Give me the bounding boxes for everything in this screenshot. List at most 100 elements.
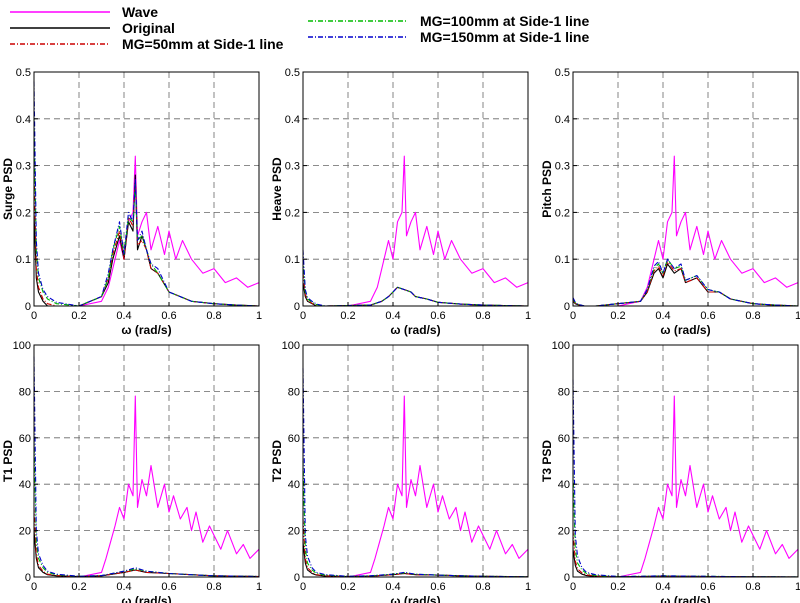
chart-panel-t2: 0 0.2 0.4 0.6 0.8 1 0 20 40 60 80 100 ω (rad/s) T2 PS… <box>270 340 531 603</box>
y-tick-label: 20 <box>19 526 31 538</box>
x-axis-label: ω (rad/s) <box>390 594 440 603</box>
x-tick-label: 0 <box>300 310 306 322</box>
legend-label: MG=50mm at Side-1 line <box>122 36 284 52</box>
y-tick-label: 60 <box>288 433 300 445</box>
series-line-mg-50mm-at-side-1-line <box>302 273 529 307</box>
x-tick-label: 0.8 <box>475 581 490 593</box>
x-tick-label: 1 <box>525 310 531 322</box>
y-tick-label: 0.3 <box>16 161 31 173</box>
chart-panel-t3: 0 0.2 0.4 0.6 0.8 1 0 20 40 60 80 100 ω (rad/s) T3 PS… <box>540 340 800 603</box>
plot-frame <box>302 344 529 578</box>
x-tick-label: 0.2 <box>71 581 86 593</box>
x-axis-label: ω (rad/s) <box>660 323 710 337</box>
y-tick-label: 0 <box>294 301 300 313</box>
y-tick-label: 0 <box>25 301 31 313</box>
series-line-wave <box>573 155 799 307</box>
legend-entry: MG=100mm at Side-1 line <box>308 13 589 29</box>
chart-panel-heave: 0 0.2 0.4 0.6 0.8 1 0 0.1 0.2 0.3 0.4 0.5 ω (rad/s) H… <box>270 67 531 337</box>
y-axis-label: T2 PSD <box>270 440 284 482</box>
plot-frame <box>302 71 529 307</box>
x-tick-label: 0 <box>300 581 306 593</box>
x-tick-label: 0.8 <box>745 581 760 593</box>
y-tick-label: 0 <box>25 572 31 584</box>
y-axis-label: Surge PSD <box>1 158 15 220</box>
y-tick-label: 100 <box>282 340 300 352</box>
y-tick-label: 0.4 <box>555 114 570 126</box>
plot-frame <box>572 71 799 307</box>
x-tick-label: 1 <box>525 581 531 593</box>
chart-panel-surge: 0 0.2 0.4 0.6 0.8 1 0 0.1 0.2 0.3 0.4 0.5 ω (rad/s) S… <box>1 67 262 337</box>
x-tick-label: 0.8 <box>206 310 221 322</box>
series-line-mg-150mm-at-side-1-line <box>572 258 799 307</box>
x-tick-label: 0.2 <box>610 310 625 322</box>
chart-panels: 0 0.2 0.4 0.6 0.8 1 0 0.1 0.2 0.3 0.4 0.5 ω (rad/s) S… <box>1 67 800 603</box>
x-tick-label: 0.2 <box>340 310 355 322</box>
y-axis-label: Heave PSD <box>270 157 284 221</box>
legend-entry: Original <box>10 20 175 36</box>
y-tick-label: 100 <box>552 340 570 352</box>
plot-area <box>303 72 528 306</box>
series-line-wave <box>34 155 260 307</box>
series-line-wave <box>573 395 799 578</box>
y-tick-label: 0.5 <box>555 67 570 79</box>
y-tick-label: 40 <box>288 479 300 491</box>
plot-area <box>34 345 259 577</box>
x-tick-label: 0.2 <box>71 310 86 322</box>
series-line-wave <box>303 155 529 307</box>
series-line-wave <box>303 395 529 578</box>
x-tick-label: 0.4 <box>655 310 670 322</box>
legend-label: Wave <box>122 4 158 20</box>
x-axis-label: ω (rad/s) <box>121 323 171 337</box>
x-tick-label: 1 <box>256 310 262 322</box>
x-tick-label: 0.8 <box>745 310 760 322</box>
x-tick-label: 0.8 <box>475 310 490 322</box>
series-line-mg-50mm-at-side-1-line <box>33 507 260 578</box>
y-tick-label: 40 <box>558 479 570 491</box>
plot-frame <box>572 344 799 578</box>
x-tick-label: 0.6 <box>161 581 176 593</box>
y-tick-label: 0.4 <box>285 114 300 126</box>
y-tick-label: 0.2 <box>16 207 31 219</box>
legend-entry: MG=50mm at Side-1 line <box>10 36 284 52</box>
plot-area <box>303 345 528 577</box>
y-tick-label: 0.1 <box>285 254 300 266</box>
plot-frame <box>33 344 260 578</box>
y-axis-label: Pitch PSD <box>540 160 554 218</box>
x-tick-label: 1 <box>795 581 800 593</box>
y-tick-label: 0 <box>564 301 570 313</box>
y-tick-label: 0.5 <box>16 67 31 79</box>
y-tick-label: 100 <box>13 340 31 352</box>
x-tick-label: 1 <box>256 581 262 593</box>
chart-panel-t1: 0 0.2 0.4 0.6 0.8 1 0 20 40 60 80 100 ω (rad/s) T1 PS… <box>1 340 262 603</box>
series-line-mg-150mm-at-side-1-line <box>33 81 260 307</box>
x-tick-label: 0.2 <box>340 581 355 593</box>
x-tick-label: 0 <box>570 581 576 593</box>
y-tick-label: 0.1 <box>555 254 570 266</box>
y-tick-label: 80 <box>288 386 300 398</box>
chart-panel-pitch: 0 0.2 0.4 0.6 0.8 1 0 0.1 0.2 0.3 0.4 0.5 ω (rad/s) P… <box>540 67 800 337</box>
x-tick-label: 0 <box>31 310 37 322</box>
series-line-mg-50mm-at-side-1-line <box>33 165 260 307</box>
y-tick-label: 0.3 <box>555 161 570 173</box>
y-tick-label: 0.5 <box>285 67 300 79</box>
series-line-mg-150mm-at-side-1-line <box>302 368 529 578</box>
y-tick-label: 0.1 <box>16 254 31 266</box>
y-tick-label: 0 <box>294 572 300 584</box>
x-axis-label: ω (rad/s) <box>390 323 440 337</box>
y-tick-label: 80 <box>19 386 31 398</box>
x-tick-label: 0.6 <box>161 310 176 322</box>
y-tick-label: 60 <box>558 433 570 445</box>
y-axis-label: T1 PSD <box>1 440 15 482</box>
y-tick-label: 0 <box>564 572 570 584</box>
x-tick-label: 0 <box>570 310 576 322</box>
x-tick-label: 0.4 <box>385 581 400 593</box>
x-tick-label: 0.2 <box>610 581 625 593</box>
plot-area <box>573 345 798 577</box>
y-tick-label: 0.2 <box>555 207 570 219</box>
x-axis-label: ω (rad/s) <box>660 594 710 603</box>
x-tick-label: 0.6 <box>700 310 715 322</box>
plot-frame <box>33 71 260 307</box>
y-tick-label: 0.4 <box>16 114 31 126</box>
x-tick-label: 0.6 <box>700 581 715 593</box>
